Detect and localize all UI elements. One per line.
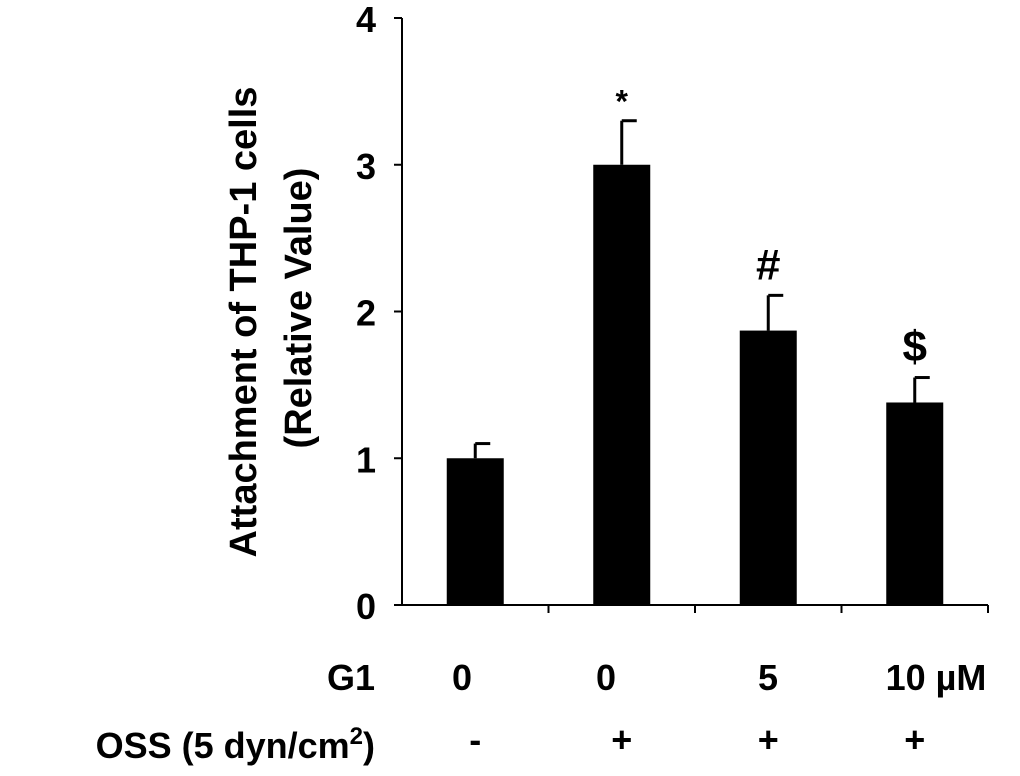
y-tick-label: 0 xyxy=(356,586,376,627)
bar xyxy=(446,458,504,605)
oss-label-superscript: 2 xyxy=(350,723,363,750)
x-tick-label: 10 µM xyxy=(886,657,987,698)
y-tick-label: 1 xyxy=(356,439,376,480)
bar xyxy=(886,402,944,605)
bar xyxy=(593,164,651,605)
y-axis-label-line1: Attachment of THP-1 cells xyxy=(223,87,265,558)
y-tick-label: 2 xyxy=(356,293,376,334)
y-tick-label: 4 xyxy=(356,0,376,40)
x-tick-label: 0 xyxy=(452,657,472,698)
oss-label-suffix: ) xyxy=(363,725,375,766)
oss-value-label: - xyxy=(469,719,481,760)
oss-value-label: + xyxy=(758,719,779,760)
significance-marker: * xyxy=(616,84,629,120)
g1-row-label: G1 xyxy=(327,657,375,698)
oss-label-prefix: OSS (5 dyn/cm xyxy=(96,725,350,766)
x-tick-label: 0 xyxy=(596,657,616,698)
x-tick-label: 5 xyxy=(758,657,778,698)
significance-marker: # xyxy=(756,240,780,289)
oss-value-label: + xyxy=(904,719,925,760)
significance-marker: $ xyxy=(903,323,927,372)
oss-row-label: OSS (5 dyn/cm2) xyxy=(96,723,375,766)
bar xyxy=(739,330,797,605)
oss-value-label: + xyxy=(611,719,632,760)
y-axis-label-line2: (Relative Value) xyxy=(278,168,320,449)
y-tick-label: 3 xyxy=(356,146,376,187)
